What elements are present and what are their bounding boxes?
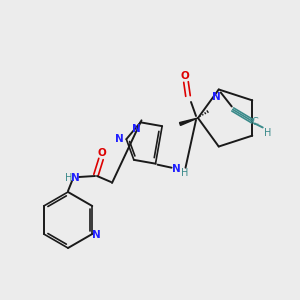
Text: N: N [70,173,80,183]
Text: H: H [264,128,272,139]
Text: N: N [115,134,124,144]
Text: N: N [92,230,100,240]
Text: H: H [65,173,73,183]
Text: H: H [181,168,188,178]
Text: N: N [212,92,221,103]
Text: N: N [172,164,181,174]
Text: O: O [181,71,189,81]
Text: O: O [98,148,106,158]
Text: C: C [251,118,258,128]
Polygon shape [179,118,198,125]
Text: N: N [132,124,141,134]
